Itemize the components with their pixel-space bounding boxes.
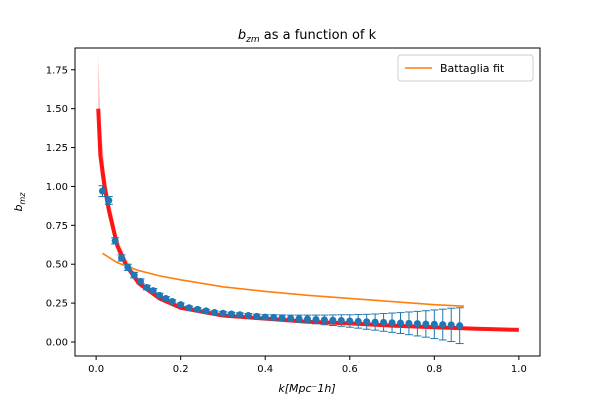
x-tick-label: 0.6 [342,364,358,375]
data-point [156,291,164,299]
x-tick-label: 1.0 [511,364,527,375]
data-point [261,313,269,321]
data-point [388,319,396,327]
data-point [397,319,404,327]
data-point [312,315,320,323]
data-point [143,284,151,292]
data-point [287,314,295,322]
data-point [320,316,328,324]
y-tick-label: 1.50 [46,104,68,115]
data-point [105,196,113,204]
data-point [405,319,413,327]
data-point [130,271,138,279]
y-tick-label: 1.25 [46,143,68,154]
plot-area [96,54,519,345]
data-point [124,263,132,271]
data-point [211,308,218,316]
data-point [236,311,244,319]
data-point [177,301,185,309]
data-point [278,314,286,322]
data-point [137,277,145,285]
data-point [270,313,278,321]
data-point [227,310,235,318]
data-point [202,307,210,315]
data-point [380,318,388,326]
y-axis-label: bmz [12,192,27,212]
legend-label-battaglia: Battaglia fit [440,62,505,75]
data-point [185,304,193,312]
data-point [111,237,119,245]
data-point [304,315,311,323]
data-point [98,187,106,195]
y-tick-label: 0.00 [46,338,68,349]
data-point [253,312,261,320]
x-axis-label: k[Mpc⁻1h] [278,382,335,395]
data-point [430,320,438,328]
y-tick-label: 0.25 [46,299,68,310]
data-point [118,254,125,262]
axes-frame [74,47,541,357]
x-tick-label: 0.2 [173,364,189,375]
chart-title: bzm as a function of k [238,28,377,45]
y-tick-label: 1.75 [46,65,68,76]
data-point [329,316,337,324]
legend: Battaglia fit [397,54,534,82]
red-band [98,54,519,331]
data-point [337,317,345,325]
y-axis: 0.00 0.25 0.50 0.75 1.00 1.25 1.50 1.75 [46,65,75,349]
data-point [168,298,176,306]
data-point [219,309,227,317]
data-point [194,305,202,313]
data-point [162,294,170,302]
x-tick-label: 0.4 [257,364,273,375]
y-tick-label: 1.00 [46,182,68,193]
data-point [363,318,371,326]
data-point [346,317,354,325]
x-axis: 0.0 0.2 0.4 0.6 0.8 1.0 [88,356,527,375]
data-point [295,315,303,323]
data-point [354,317,362,325]
data-point [439,321,447,329]
x-tick-label: 0.8 [426,364,442,375]
data-point [244,312,252,320]
data-point [456,322,464,330]
legend-box [397,54,534,82]
x-tick-label: 0.0 [88,364,104,375]
data-point [149,287,157,295]
data-point [447,321,455,329]
y-tick-label: 0.50 [46,260,68,271]
data-point [413,320,421,328]
data-point [422,320,430,328]
y-tick-label: 0.75 [46,221,68,232]
battaglia-fit-line [102,252,464,308]
data-point [371,318,379,326]
